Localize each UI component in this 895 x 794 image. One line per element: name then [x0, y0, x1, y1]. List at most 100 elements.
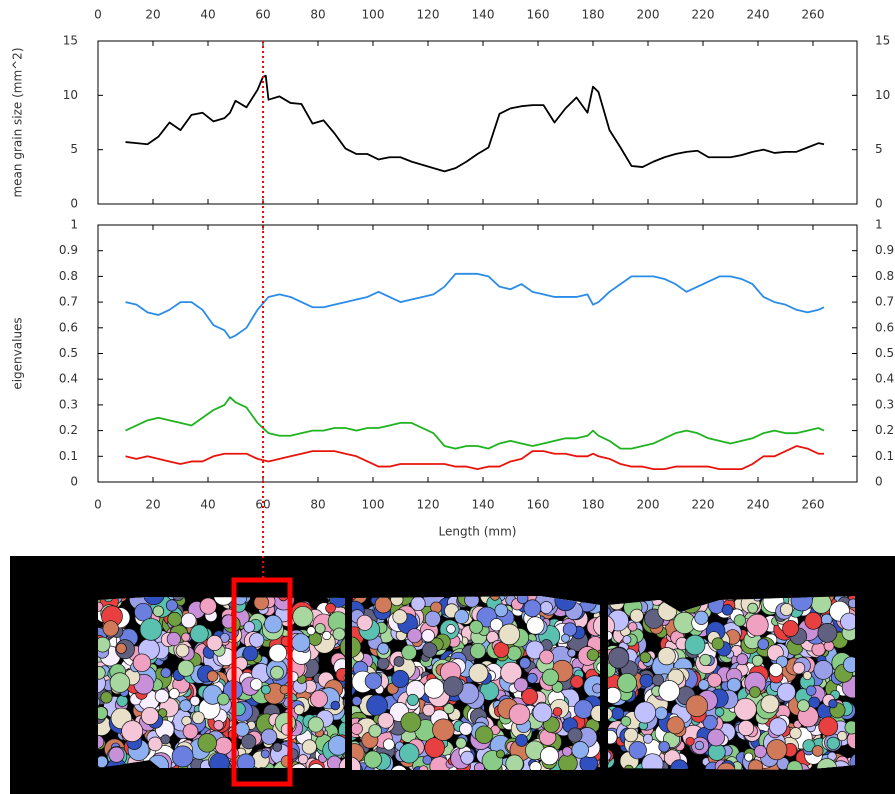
grain: [378, 643, 389, 654]
x-tick-label: 200: [637, 498, 660, 512]
grain: [167, 632, 180, 645]
grain: [241, 734, 256, 749]
grain: [425, 611, 440, 626]
grain: [621, 716, 631, 726]
x-tick-label: 100: [362, 8, 385, 22]
grain: [629, 741, 646, 758]
x-tick-label: 140: [472, 8, 495, 22]
grain: [752, 655, 763, 666]
grain: [686, 695, 708, 717]
grain: [401, 712, 421, 732]
grain: [659, 741, 670, 752]
grain: [715, 708, 724, 717]
grain: [402, 645, 417, 660]
grain: [819, 717, 838, 736]
grain: [166, 600, 177, 611]
grain: [686, 737, 694, 745]
y-tick-label-right: 0: [875, 475, 883, 489]
grain: [352, 696, 361, 705]
x-tick-label: 260: [802, 498, 825, 512]
grain: [470, 643, 485, 658]
grain: [326, 603, 336, 613]
grain: [261, 685, 270, 694]
grain: [707, 673, 721, 687]
y-tick-label-right: 0.6: [875, 320, 894, 334]
grain: [623, 635, 631, 643]
grain: [574, 700, 593, 719]
y-tick-label: 0.1: [59, 449, 78, 463]
grain: [392, 670, 409, 687]
grain: [122, 721, 143, 742]
grain: [443, 676, 463, 696]
grain: [540, 601, 552, 613]
grain: [514, 678, 528, 692]
grain: [734, 615, 746, 627]
grain: [553, 707, 562, 716]
grain: [624, 728, 638, 742]
x-tick-label: 180: [582, 498, 605, 512]
grain: [749, 687, 760, 698]
grain: [655, 707, 667, 719]
grain: [769, 663, 782, 676]
grain: [640, 652, 651, 663]
grain: [708, 729, 725, 746]
grain: [700, 654, 711, 665]
grain: [110, 673, 130, 693]
grain: [182, 633, 190, 641]
grain: [249, 633, 263, 647]
plot-frame: [98, 41, 857, 204]
grain: [754, 745, 766, 757]
grain: [559, 754, 578, 773]
grain: [793, 662, 805, 674]
grain: [422, 629, 435, 642]
x-tick-label: 260: [802, 8, 825, 22]
y-tick-label: 0.8: [59, 269, 78, 283]
grain: [365, 673, 382, 690]
grain: [218, 693, 230, 705]
grain: [643, 734, 652, 743]
grain: [357, 615, 372, 630]
y-tick-label-right: 0.7: [875, 295, 894, 309]
plot-frame: [98, 225, 857, 482]
data-line: [126, 446, 825, 469]
y-tick-label-right: 0: [875, 197, 883, 211]
y-tick-label-right: 1: [875, 218, 883, 232]
grain: [572, 742, 589, 759]
grain: [148, 737, 162, 751]
grain: [495, 604, 508, 617]
grain: [190, 625, 208, 643]
grain: [109, 747, 124, 762]
grain: [302, 740, 316, 754]
y-tick-label-right: 15: [875, 34, 890, 48]
grain: [378, 713, 394, 729]
x-tick-label: 20: [145, 498, 160, 512]
x-tick-label: 160: [527, 8, 550, 22]
grain: [562, 747, 571, 756]
grain: [298, 754, 308, 764]
y-tick-label-right: 5: [875, 142, 883, 156]
grain: [308, 717, 323, 732]
grain: [455, 610, 469, 624]
grain: [192, 712, 204, 724]
x-tick-label: 200: [637, 8, 660, 22]
grain: [328, 736, 348, 756]
x-tick-label: 100: [362, 498, 385, 512]
grain: [520, 658, 531, 669]
grain: [153, 606, 164, 617]
grain: [364, 751, 381, 768]
grain: [571, 676, 584, 689]
grain: [407, 694, 418, 705]
grain: [812, 746, 823, 757]
x-tick-label: 40: [200, 498, 215, 512]
x-tick-label: 220: [692, 498, 715, 512]
y-axis-label: eigenvalues: [11, 317, 25, 389]
grain: [722, 605, 733, 616]
y-tick-label: 10: [63, 88, 78, 102]
grain: [101, 692, 112, 703]
grain: [393, 610, 407, 624]
grain: [798, 700, 810, 712]
y-tick-label-right: 0.5: [875, 346, 894, 360]
y-tick-label-right: 10: [875, 88, 890, 102]
grain: [270, 666, 283, 679]
grain: [169, 688, 179, 698]
